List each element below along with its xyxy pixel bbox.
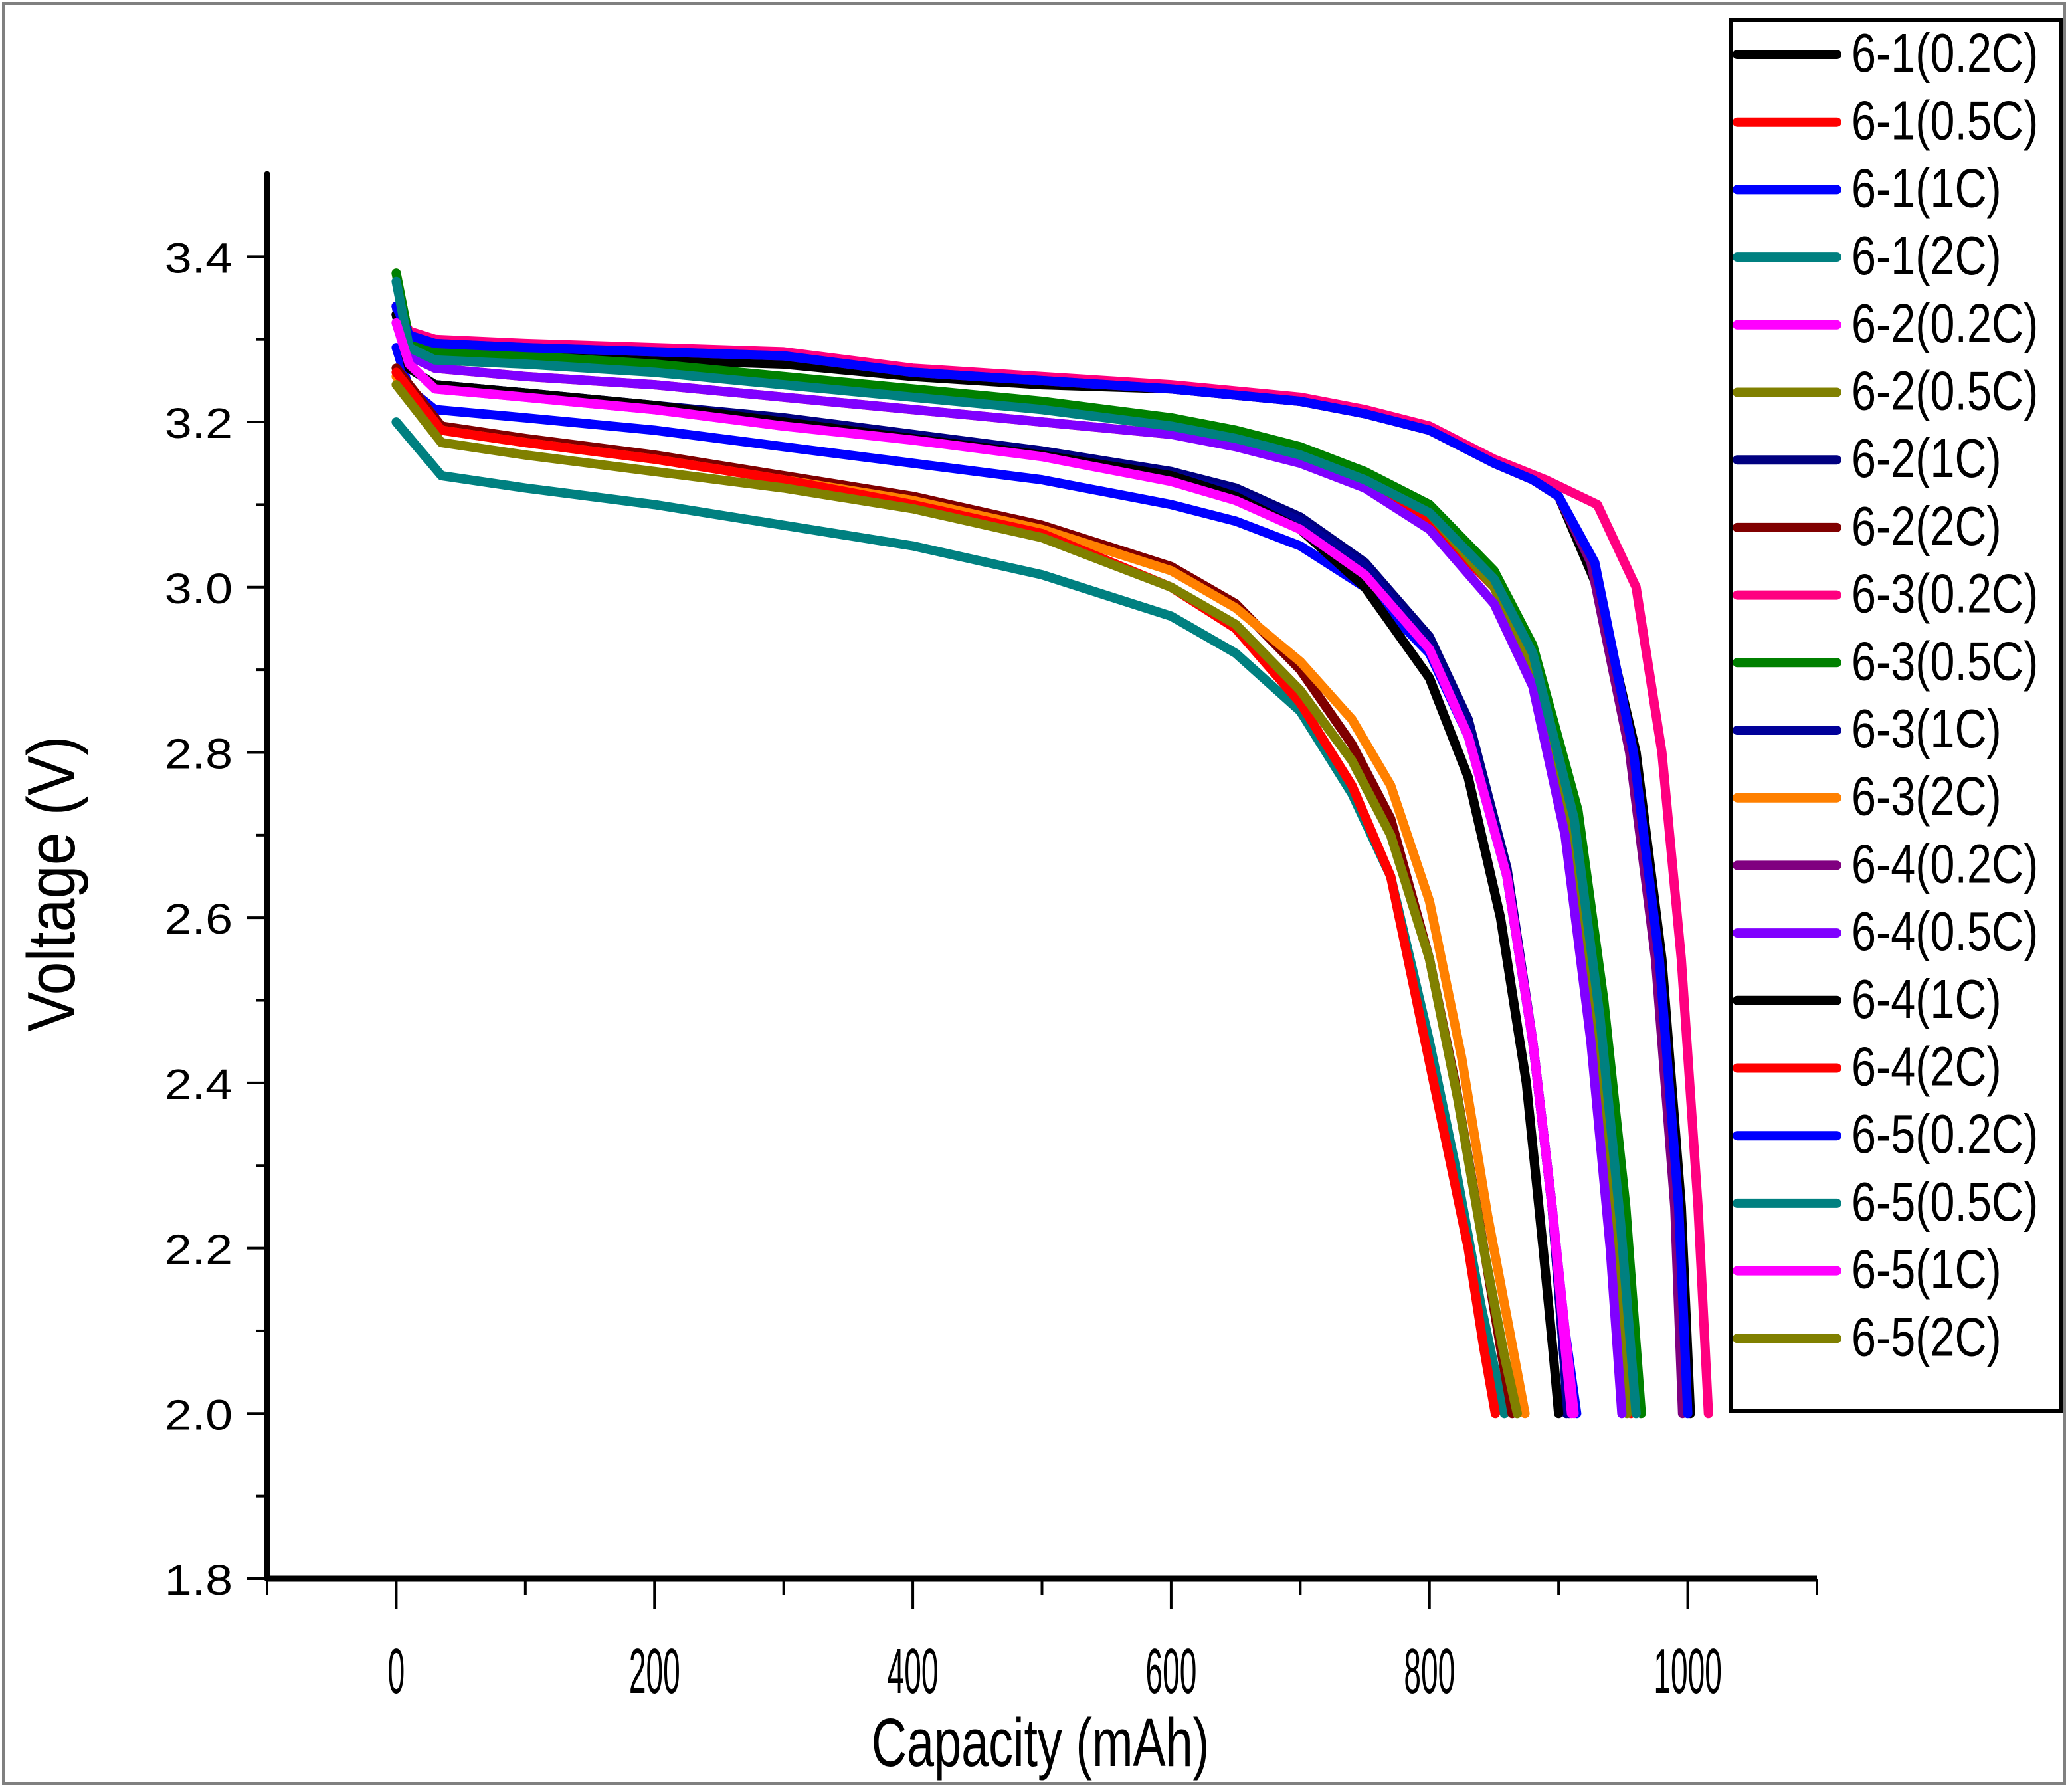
legend-item: 6-2(0.5C)	[1733, 360, 2038, 422]
legend-item: 6-3(0.2C)	[1733, 563, 2038, 625]
legend-label: 6-5(0.2C)	[1851, 1103, 2038, 1165]
series-line-6-5(0.2C)	[391, 302, 1693, 1419]
series-line-6-5(1C)	[391, 318, 1576, 1419]
y-tick-label: 2.2	[165, 1226, 233, 1273]
legend-item: 6-2(1C)	[1733, 427, 2002, 489]
legend-item: 6-2(2C)	[1733, 495, 2002, 557]
plot-curves	[391, 268, 1713, 1419]
legend-item: 6-1(1C)	[1733, 157, 2002, 219]
legend-label: 6-2(0.5C)	[1851, 360, 2038, 422]
legend-label: 6-2(0.2C)	[1851, 292, 2038, 354]
series-line-6-4(0.5C)	[391, 310, 1627, 1419]
x-ticks: 0 200 400 600 800 1000	[266, 1579, 1818, 1706]
legend-label: 6-3(1C)	[1851, 698, 2002, 759]
series-line-6-3(1C)	[391, 310, 1574, 1419]
series-line-6-4(2C)	[391, 367, 1500, 1419]
y-tick-label: 2.4	[165, 1060, 233, 1108]
x-tick-label: 200	[629, 1635, 680, 1706]
x-tick-label: 800	[1404, 1635, 1455, 1706]
legend-item: 6-1(2C)	[1733, 225, 2002, 286]
legend-label: 6-1(0.2C)	[1851, 22, 2038, 84]
legend-item: 6-5(0.5C)	[1733, 1171, 2038, 1233]
legend-label: 6-2(2C)	[1851, 495, 2002, 557]
x-tick-label: 600	[1145, 1635, 1196, 1706]
legend-label: 6-4(1C)	[1851, 968, 2002, 1030]
x-tick-label: 400	[888, 1635, 939, 1706]
legend-item: 6-4(0.5C)	[1733, 900, 2038, 962]
series-line-6-5(0.5C)	[391, 276, 1641, 1419]
legend-label: 6-5(1C)	[1851, 1239, 2002, 1300]
y-tick-label: 2.0	[165, 1391, 233, 1439]
legend-label: 6-3(2C)	[1851, 765, 2002, 827]
series-line-6-5(2C)	[391, 380, 1522, 1419]
legend-item: 6-5(1C)	[1733, 1239, 2002, 1300]
legend-item: 6-5(0.2C)	[1733, 1103, 2038, 1165]
series-line-6-3(2C)	[391, 371, 1530, 1419]
legend-item: 6-3(0.5C)	[1733, 630, 2038, 692]
y-axis-title: Voltage (V)	[15, 736, 89, 1031]
legend-item: 6-4(1C)	[1733, 968, 2002, 1030]
y-tick-label: 3.2	[165, 400, 233, 447]
y-tick-label: 1.8	[165, 1556, 233, 1603]
legend-box	[1729, 18, 2063, 1413]
legend-item: 6-3(2C)	[1733, 765, 2002, 827]
legend: 6-1(0.2C)6-1(0.5C)6-1(1C)6-1(2C)6-2(0.2C…	[1729, 18, 2063, 1413]
legend-label: 6-4(2C)	[1851, 1036, 2002, 1098]
legend-label: 6-1(2C)	[1851, 225, 2002, 286]
y-tick-label: 3.4	[165, 235, 233, 282]
x-axis-title: Capacity (mAh)	[872, 1705, 1209, 1781]
y-tick-label: 3.0	[165, 565, 233, 612]
x-tick-label: 0	[388, 1635, 405, 1706]
series-line-6-2(2C)	[391, 363, 1517, 1419]
legend-label: 6-1(0.5C)	[1851, 90, 2038, 151]
legend-label: 6-3(0.5C)	[1851, 630, 2038, 692]
y-tick-label: 2.8	[165, 730, 233, 777]
legend-item: 6-1(0.5C)	[1733, 90, 2038, 151]
legend-label: 6-1(1C)	[1851, 157, 2002, 219]
legend-item: 6-2(0.2C)	[1733, 292, 2038, 354]
legend-label: 6-4(0.2C)	[1851, 833, 2038, 894]
legend-item: 6-5(2C)	[1733, 1306, 2002, 1367]
legend-label: 6-5(0.5C)	[1851, 1171, 2038, 1233]
legend-item: 6-3(1C)	[1733, 698, 2002, 759]
legend-item: 6-1(0.2C)	[1733, 22, 2038, 84]
series-line-6-3(0.5C)	[391, 268, 1646, 1419]
legend-label: 6-4(0.5C)	[1851, 900, 2038, 962]
y-tick-label: 2.6	[165, 896, 233, 943]
legend-label: 6-5(2C)	[1851, 1306, 2002, 1367]
legend-item: 6-4(2C)	[1733, 1036, 2002, 1098]
legend-item: 6-4(0.2C)	[1733, 833, 2038, 894]
legend-label: 6-2(1C)	[1851, 427, 2002, 489]
x-tick-label: 1000	[1653, 1635, 1721, 1706]
legend-label: 6-3(0.2C)	[1851, 563, 2038, 625]
y-ticks: 1.8 2.0 2.2 2.4 2.6 2.8 3.0 3.2 3.4	[165, 235, 267, 1604]
